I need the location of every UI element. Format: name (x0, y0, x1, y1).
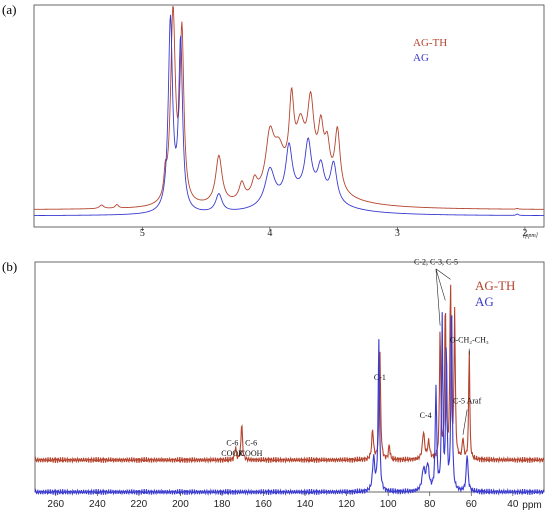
x-tick-label: 260 (47, 499, 64, 510)
x-tick-label: 200 (172, 499, 189, 510)
panel-a-legend-agth: AG-TH (413, 37, 447, 49)
x-tick-label: 220 (131, 499, 148, 510)
x-tick-label: 40 (507, 499, 519, 510)
panel-b-legend-ag: AG (475, 294, 494, 309)
panel-a-x-axis: 5 4 3 2 (140, 227, 527, 239)
annotation-label: C-1 (374, 373, 386, 382)
panel-b-legend-agth: AG-TH (475, 278, 515, 293)
panel-a: (a) 5 4 3 2 [ppm] AG-TH AG (2, 2, 545, 239)
panel-b-series-group (34, 284, 545, 496)
x-tick-label: 3 (395, 228, 400, 239)
annotation-label: C-6 (245, 438, 257, 447)
series-line-ag-th (34, 284, 545, 464)
annotation-pointer (435, 268, 446, 301)
series-line-ag-th (34, 5, 545, 210)
panel-b-xlabel: ppm (522, 500, 541, 511)
annotation-label: C-6 (226, 438, 238, 447)
x-tick-label: 240 (89, 499, 106, 510)
annotation-pointer (435, 268, 441, 326)
x-tick-label: 60 (466, 499, 478, 510)
annotation-label: C-5 Araf (453, 396, 482, 405)
panel-a-legend-ag: AG (413, 52, 429, 64)
series-line-ag (34, 312, 545, 496)
x-tick-label: 160 (255, 499, 272, 510)
x-tick-label: 100 (380, 499, 397, 510)
series-line-ag (33, 14, 544, 216)
panel-a-unit: [ppm] (523, 233, 539, 239)
x-tick-label: 80 (424, 499, 436, 510)
x-tick-label: 2 (522, 228, 527, 239)
panel-b-x-axis: 260 240 220 200 180 160 140 120 100 80 60 40 (47, 492, 519, 510)
x-tick-label: 180 (214, 499, 231, 510)
panel-b: (b) 260 240 220 200 180 160 140 120 100 80 60 40 pp… (2, 258, 545, 511)
annotation-label: COOH (240, 449, 263, 458)
x-tick-label: 120 (338, 499, 355, 510)
annotation-label: C-4 (420, 411, 432, 420)
annotation-pointer (462, 409, 468, 435)
x-tick-label: 5 (140, 228, 145, 239)
annotation-label: C-2, C-3, C-5 (414, 258, 458, 267)
annotation-label: O-CH₂-CH₃ (450, 335, 489, 344)
panel-a-series-group (33, 5, 545, 216)
x-tick-label: 4 (267, 228, 272, 239)
panel-a-label: (a) (2, 2, 16, 17)
x-tick-label: 140 (297, 499, 314, 510)
annotation-label: COOR (221, 449, 244, 458)
panel-a-frame (33, 4, 545, 228)
panel-b-label: (b) (2, 259, 17, 274)
annotation-pointer (435, 268, 451, 280)
